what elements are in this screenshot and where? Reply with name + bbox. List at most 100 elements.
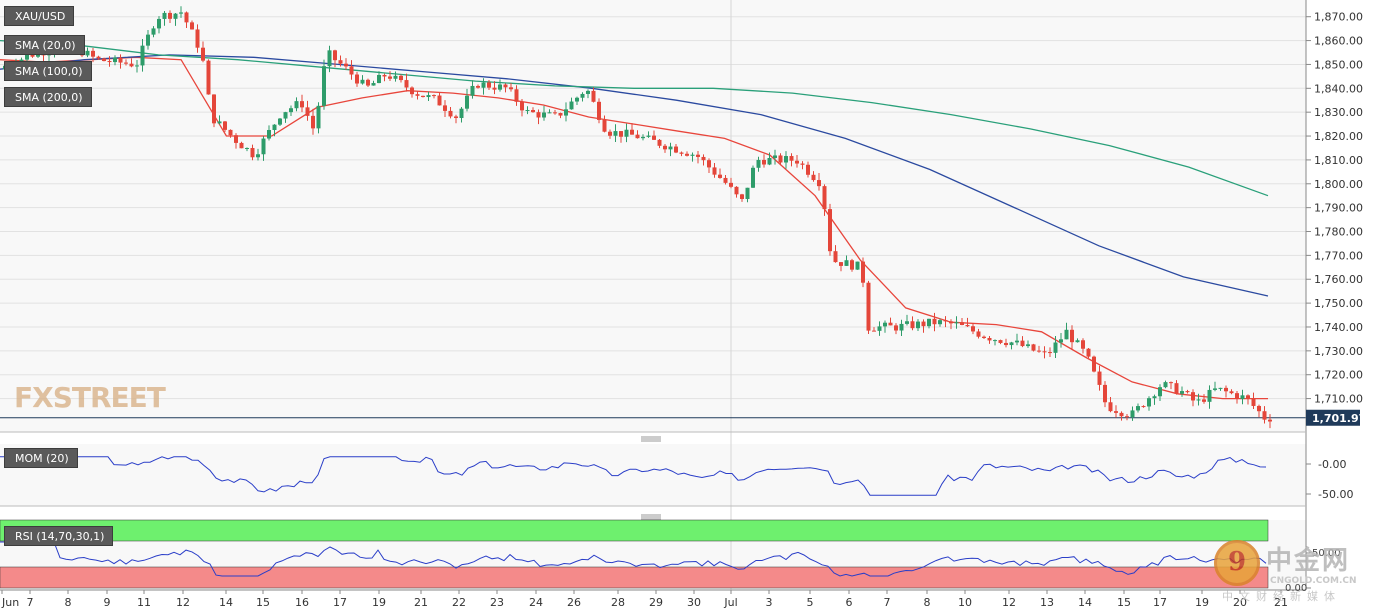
candle-body [1075,340,1080,343]
cngold-tagline: 中文财经新媒体 [1222,590,1341,603]
candle-body [789,156,794,161]
candle-body [630,129,634,135]
candle-body [228,129,233,136]
candle-body [1004,342,1008,346]
candle-body [300,101,304,108]
candle-body [173,13,178,19]
candle-body [855,261,860,270]
candle-body [1015,340,1019,343]
candle-body [954,322,959,324]
candle-body [388,76,392,79]
candle-body [1064,329,1069,340]
fxstreet-watermark: FXSTREET [14,381,166,414]
candle-body [1141,406,1146,408]
candle-body [597,101,601,120]
candle-body [113,57,117,63]
candle-body [949,321,953,324]
candle-body [1240,395,1245,399]
candle-body [817,180,821,187]
candle-body [1174,383,1179,394]
time-tick-label: 26 [567,596,581,609]
time-tick-label: 12 [1002,596,1016,609]
candle-body [575,97,579,102]
candle-body [157,18,161,29]
price-tick-label: 1,790.00 [1314,202,1363,215]
candle-body [1163,382,1168,388]
candle-body [1262,411,1267,420]
time-tick-label: 23 [490,596,504,609]
candle-body [520,101,524,111]
time-tick-label: 16 [295,596,309,609]
candle-body [756,159,761,168]
price-tick-label: 1,760.00 [1314,273,1363,286]
time-tick-label: 5 [807,596,814,609]
candle-body [932,318,937,325]
candle-body [1042,351,1047,353]
candle-body [135,65,139,67]
candle-body [679,152,684,154]
time-tick-label: 15 [1117,596,1131,609]
candle-body [718,174,722,178]
candle-body [960,322,964,326]
price-tick-label: 1,730.00 [1314,345,1363,358]
candle-body [129,63,134,67]
candle-body [162,12,167,19]
cngold-url: CNGOLD.COM.CN [1270,576,1357,586]
candle-body [729,182,733,187]
candle-body [85,50,90,56]
candle-body [525,110,530,112]
candle-body [195,29,200,48]
time-tick-label: 17 [1153,596,1167,609]
candle-body [481,82,486,88]
time-tick-label: 7 [27,596,34,609]
price-tick-label: 1,850.00 [1314,58,1363,71]
candle-body [833,251,838,263]
candle-body [784,156,788,163]
candle-body [124,62,128,64]
candle-body [470,85,475,96]
candle-body [894,325,898,331]
candle-body [943,320,948,322]
time-tick-label: 13 [1040,596,1054,609]
candle-body [839,262,843,266]
candle-body [1070,329,1074,343]
candle-body [916,321,920,329]
candle-body [701,156,706,161]
sma200-label: SMA (200,0) [15,91,83,104]
candle-body [1158,387,1162,397]
candle-body [212,94,216,124]
candle-body [1224,387,1228,392]
candle-body [1108,402,1113,412]
price-tick-label: 1,710.00 [1314,393,1363,406]
candle-body [476,85,480,88]
mom-tag: MOM (20) [4,448,78,468]
candle-body [905,321,909,324]
candle-body [1185,391,1190,393]
candle-body [690,154,695,156]
candle-body [1180,391,1184,394]
sma20-line [0,56,1268,400]
price-tick-label: 1,740.00 [1314,321,1363,334]
last-price-label: 1,701.97 [1312,412,1366,425]
candle-body [1268,419,1272,422]
candle-body [1037,350,1041,352]
candle-body [355,74,359,84]
candle-body [239,142,244,149]
time-tick-label: 21 [414,596,428,609]
candle-body [1086,348,1091,357]
candle-body [278,118,282,125]
candle-body [531,110,535,113]
candle-body [762,159,766,165]
time-tick-label: 14 [219,596,233,609]
candle-body [800,163,805,165]
candle-body [751,167,755,188]
candle-body [795,160,799,164]
rsi-tick-label: 50.00 [1312,548,1341,559]
candle-body [910,321,915,329]
candle-body [1097,371,1102,385]
time-tick-label: 29 [649,596,663,609]
candle-body [1125,416,1129,418]
candle-body [102,58,106,62]
candle-body [426,95,431,98]
candle-body [140,45,145,66]
